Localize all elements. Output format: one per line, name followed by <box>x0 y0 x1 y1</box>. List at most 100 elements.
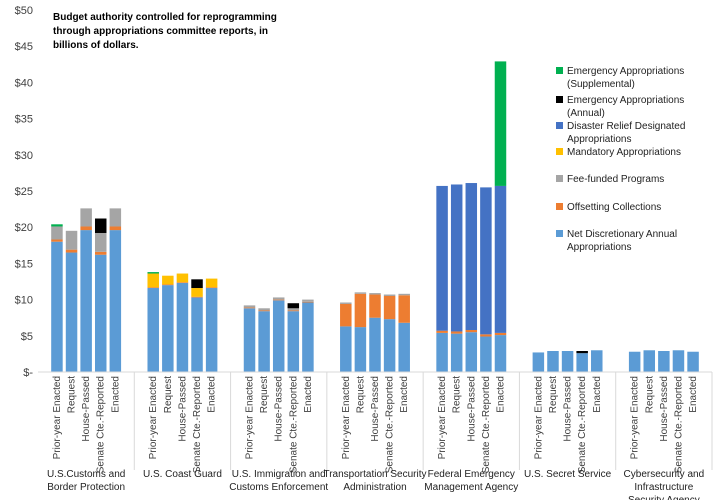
bar-segment-net <box>94 254 107 372</box>
legend-swatch-offset <box>556 203 563 210</box>
y-tick-label: $35 <box>15 114 33 126</box>
x-tick-label: House-Passed <box>659 376 670 442</box>
x-tick-label: House-Passed <box>81 376 92 442</box>
y-tick-label: $5 <box>21 331 33 343</box>
bar-segment-fee <box>94 232 107 252</box>
y-tick-label: $- <box>23 367 33 379</box>
x-tick-label: Prior-year Enacted <box>52 376 63 459</box>
group-label: Transportation Security <box>323 469 426 480</box>
bar-segment-net <box>65 252 78 372</box>
x-tick-label: Prior-year Enacted <box>630 376 641 459</box>
bar-segment-fee <box>51 226 63 240</box>
chart-title-line: Budget authority controlled for reprogra… <box>53 12 277 23</box>
bar-segment-offset <box>383 295 396 320</box>
x-tick-label: Senate Cte.-Reported <box>481 376 492 473</box>
group-label: Administration <box>343 482 406 493</box>
bar-segment-offset <box>109 226 122 231</box>
y-tick-label: $15 <box>15 258 33 270</box>
legend-label: Emergency Appropriations <box>567 66 684 77</box>
x-tick-label: Prior-year Enacted <box>437 376 448 459</box>
bar-segment-net <box>205 288 218 372</box>
legend-swatch-supp <box>556 67 563 74</box>
x-tick-label: Request <box>548 376 559 413</box>
legend-label: Disaster Relief Designated <box>567 121 685 132</box>
y-tick-label: $25 <box>15 186 33 198</box>
bar-segment-net <box>302 302 314 372</box>
bar-segment-fee <box>258 308 270 311</box>
bar-segment-net <box>51 241 63 372</box>
legend-swatch-fee <box>556 175 563 182</box>
x-tick-label: Request <box>355 376 366 413</box>
y-tick-label: $30 <box>15 150 33 162</box>
x-tick-label: Senate Cte.-Reported <box>192 376 203 473</box>
bar-segment-net <box>109 230 122 372</box>
bars-layer <box>51 61 699 372</box>
bar-segment-ann <box>191 279 203 289</box>
bar-segment-fee <box>340 302 352 304</box>
bar-segment-net <box>465 332 478 372</box>
legend-label: (Supplemental) <box>567 79 635 90</box>
bar-segment-mand <box>176 273 189 283</box>
bar-segment-net <box>687 351 699 372</box>
bar-segment-net <box>628 351 641 372</box>
bar-segment-net <box>162 285 174 372</box>
bar-segment-net <box>340 326 352 372</box>
bar-segment-net <box>272 300 285 372</box>
bar-segment-net <box>480 336 492 372</box>
y-tick-label: $45 <box>15 41 33 53</box>
bar-segment-net <box>258 311 270 372</box>
bar-segment-dr <box>436 185 448 331</box>
bar-segment-fee <box>65 230 78 250</box>
group-label: U.S.Customs and <box>47 469 125 480</box>
chart-title-line: billions of dollars. <box>53 40 139 51</box>
group-label: Management Agency <box>424 482 518 493</box>
x-tick-label: Senate Cte.-Reported <box>96 376 107 473</box>
bar-segment-net <box>398 322 410 372</box>
legend-label: Emergency Appropriations <box>567 95 684 106</box>
x-tick-label: Request <box>452 376 463 413</box>
bar-segment-net <box>591 350 603 372</box>
bar-segment-offset <box>398 295 410 323</box>
bar-segment-net <box>354 327 367 372</box>
bar-segment-net <box>147 288 159 372</box>
x-tick-label: Prior-year Enacted <box>148 376 159 459</box>
bar-segment-net <box>532 352 545 372</box>
x-tick-label: Request <box>163 376 174 413</box>
x-tick-label: Senate Cte.-Reported <box>577 376 588 473</box>
x-tick-label: Enacted <box>303 376 314 413</box>
bar-segment-offset <box>354 293 367 328</box>
bar-segment-offset <box>287 310 300 312</box>
bar-segment-dr <box>494 185 507 333</box>
bar-segment-offset <box>51 239 63 242</box>
bar-segment-net <box>561 351 574 372</box>
x-tick-label: Senate Cte.-Reported <box>673 376 684 473</box>
bar-segment-mand <box>191 288 203 297</box>
bar-segment-net <box>658 351 670 372</box>
x-tick-label: House-Passed <box>466 376 477 442</box>
bar-segment-offset <box>176 282 189 283</box>
bar-segment-offset <box>450 331 463 334</box>
bar-segment-net <box>494 335 507 372</box>
x-tick-label: Request <box>67 376 78 413</box>
bar-segment-offset <box>480 334 492 337</box>
x-tick-label: Enacted <box>399 376 410 413</box>
y-tick-label: $50 <box>15 5 33 17</box>
x-tick-label: Enacted <box>592 376 603 413</box>
bar-segment-fee <box>80 208 92 227</box>
legend-label: Appropriations <box>567 242 631 253</box>
x-tick-label: Enacted <box>110 376 121 413</box>
group-label: Federal Emergency <box>428 469 515 480</box>
group-label: U.S. Coast Guard <box>143 469 222 480</box>
y-tick-label: $20 <box>15 222 33 234</box>
bar-segment-supp <box>494 61 507 186</box>
x-tick-label: House-Passed <box>370 376 381 442</box>
legend-swatch-mand <box>556 148 563 155</box>
chart-title-line: through appropriations committee reports… <box>53 26 268 37</box>
bar-segment-mand <box>205 278 218 288</box>
legend: Emergency Appropriations (Supplemental) Em… <box>556 66 685 253</box>
bar-segment-mand <box>162 275 174 285</box>
legend-swatch-ann <box>556 96 563 103</box>
bar-segment-offset <box>258 310 270 312</box>
x-tick-label: House-Passed <box>177 376 188 442</box>
legend-swatch-dr <box>556 122 563 129</box>
